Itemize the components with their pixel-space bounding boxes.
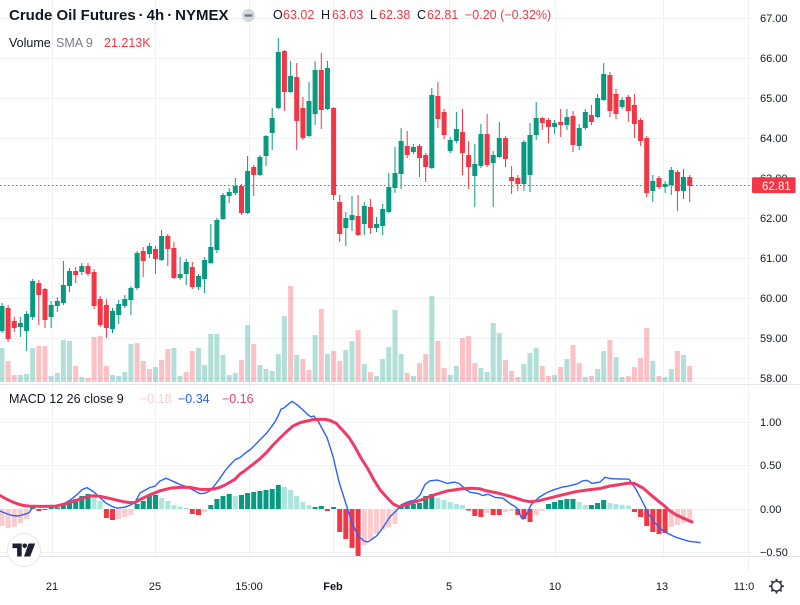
svg-text:62.00: 62.00 <box>760 213 788 225</box>
svg-text:64.00: 64.00 <box>760 133 788 145</box>
svg-text:C: C <box>417 8 426 22</box>
svg-text:H: H <box>321 8 330 22</box>
svg-text:59.00: 59.00 <box>760 333 788 345</box>
svg-text:58.00: 58.00 <box>760 373 788 385</box>
svg-text:21.213K: 21.213K <box>104 36 151 50</box>
svg-text:65.00: 65.00 <box>760 93 788 105</box>
svg-text:61.00: 61.00 <box>760 253 788 265</box>
svg-text:25: 25 <box>149 581 161 593</box>
svg-text:−0.18: −0.18 <box>140 392 172 406</box>
svg-text:21: 21 <box>46 581 58 593</box>
svg-text:−0.34: −0.34 <box>178 392 210 406</box>
svg-text:60.00: 60.00 <box>760 293 788 305</box>
svg-text:62.81: 62.81 <box>427 8 458 22</box>
svg-text:10: 10 <box>549 581 561 593</box>
svg-text:L: L <box>370 8 377 22</box>
svg-text:1.00: 1.00 <box>760 417 781 429</box>
svg-text:0.50: 0.50 <box>760 460 781 472</box>
svg-text:MACD 12 26 close 9: MACD 12 26 close 9 <box>9 392 124 406</box>
svg-text:SMA 9: SMA 9 <box>56 36 93 50</box>
svg-text:5: 5 <box>446 581 452 593</box>
svg-text:−0.20 (−0.32%): −0.20 (−0.32%) <box>465 8 551 22</box>
svg-text:Volume: Volume <box>9 36 51 50</box>
svg-text:Feb: Feb <box>323 581 343 593</box>
svg-text:11:0: 11:0 <box>734 581 755 593</box>
svg-text:67.00: 67.00 <box>760 13 788 25</box>
svg-text:63.03: 63.03 <box>332 8 363 22</box>
svg-text:66.00: 66.00 <box>760 53 788 65</box>
svg-text:−0.16: −0.16 <box>222 392 254 406</box>
svg-text:62.38: 62.38 <box>379 8 410 22</box>
svg-text:13: 13 <box>656 581 668 593</box>
svg-text:−0.50: −0.50 <box>760 547 788 559</box>
svg-text:63.02: 63.02 <box>283 8 314 22</box>
svg-text:O: O <box>273 8 283 22</box>
svg-text:62.81: 62.81 <box>762 181 791 193</box>
svg-text:0.00: 0.00 <box>760 504 781 516</box>
svg-text:15:00: 15:00 <box>235 581 263 593</box>
svg-text:Crude Oil Futures · 4h · NYMEX: Crude Oil Futures · 4h · NYMEX <box>9 7 229 24</box>
